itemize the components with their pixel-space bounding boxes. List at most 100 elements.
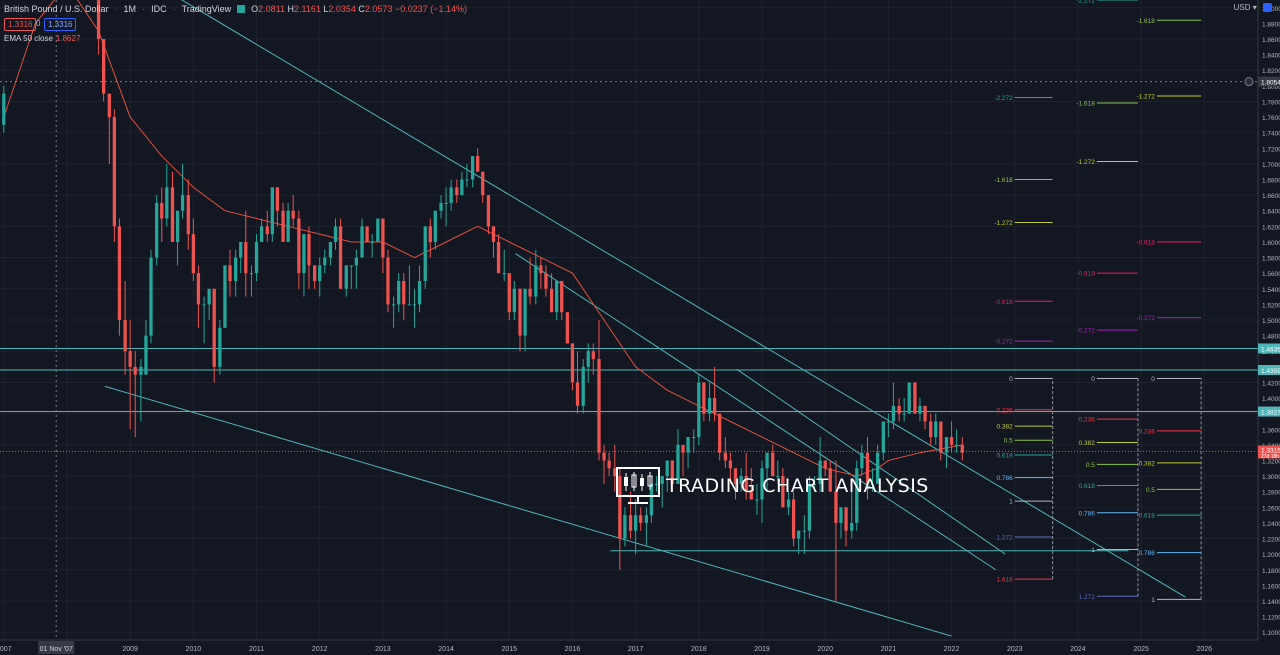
time-tick-label: 2025	[1133, 646, 1149, 653]
low-label: L	[323, 4, 329, 14]
fib-level-label: 0.236	[996, 407, 1013, 414]
time-tick-label: 2019	[754, 646, 770, 653]
candle-body	[281, 210, 285, 242]
trendline	[515, 253, 997, 571]
candle-body	[733, 468, 738, 484]
horizontal-levels	[0, 347, 1258, 552]
fib-level-label: -2.272	[994, 95, 1013, 102]
candle-body	[165, 187, 169, 219]
candle-body	[270, 187, 274, 235]
candle-body	[954, 444, 959, 446]
price-tick-label: 1.1600	[1262, 583, 1280, 590]
candle-body	[539, 265, 543, 274]
last-price-line	[0, 0, 1258, 640]
candle-body	[949, 437, 954, 445]
close-value: 2.0573	[364, 4, 393, 14]
price-tick-label: 1.1400	[1262, 599, 1280, 606]
countdown-label: 27d 18h	[1261, 454, 1279, 460]
price-axis[interactable]: 1.1000 1.1200 1.1400 1.1600 1.1800 1.2000 1.22…	[1262, 6, 1280, 637]
time-axis-bg[interactable]	[0, 640, 1280, 655]
price-tick-label: 1.4800	[1262, 334, 1280, 341]
candle-body	[702, 382, 706, 414]
symbol-name[interactable]: British Pound / U.S. Dollar	[4, 4, 109, 14]
price-axis-bg[interactable]	[1258, 0, 1280, 640]
candle-body	[512, 288, 516, 313]
candle-body	[891, 405, 896, 422]
candle-body	[812, 483, 817, 485]
candle-body	[602, 452, 606, 461]
candle-body	[391, 304, 396, 306]
candle-body	[929, 421, 933, 438]
settings-badge-icon[interactable]	[1263, 3, 1272, 13]
level-price-badge	[1258, 365, 1280, 376]
price-tick-label: 1.2600	[1262, 505, 1280, 512]
ema-name: EMA 50 close	[4, 34, 53, 43]
time-tick-label: 2023	[1007, 646, 1023, 653]
sell-price-button[interactable]: 1.3316	[4, 18, 37, 31]
fib-level-label: 0	[1151, 376, 1155, 383]
candle-body	[307, 234, 311, 266]
currency-selector[interactable]: USD ▾	[1234, 3, 1272, 13]
candle-body	[313, 265, 317, 281]
candle-body	[202, 304, 206, 306]
candle-body	[128, 351, 132, 367]
time-tick-label: 2024	[1070, 646, 1086, 653]
close-label: C	[358, 4, 365, 14]
price-tick-label: 1.5000	[1262, 318, 1280, 325]
candle-body	[860, 452, 864, 469]
candle-body	[449, 187, 453, 203]
fib-level-label: 0.618	[1079, 483, 1096, 490]
trendlines	[104, 0, 1186, 637]
fib-level-label: 1.272	[996, 534, 1013, 541]
price-tick-label: 1.7000	[1262, 162, 1280, 169]
candle-body	[681, 444, 685, 453]
candle-body	[523, 288, 527, 336]
fib-level-label: 0.382	[1139, 460, 1156, 467]
candle-body	[875, 452, 880, 484]
candle-body	[101, 39, 106, 94]
candle-body	[660, 476, 664, 484]
level-price-label: 1.4635	[1261, 346, 1280, 353]
price-tick-label: 1.7600	[1262, 115, 1280, 122]
trendline	[736, 368, 1006, 555]
candle-body	[791, 499, 796, 539]
interval-label[interactable]: 1M	[123, 4, 137, 14]
candle-body	[496, 241, 501, 274]
fib-level-label: -1.618	[994, 177, 1013, 184]
candle-body	[839, 507, 843, 523]
price-tick-label: 1.5200	[1262, 302, 1280, 309]
buy-price-button[interactable]: 1.3316	[44, 18, 77, 31]
candle-body	[386, 257, 390, 305]
price-tick-label: 1.2200	[1262, 537, 1280, 544]
candle-body	[175, 210, 180, 242]
candle-body	[613, 468, 617, 477]
fib-level-label: 1.272	[1079, 594, 1096, 601]
candle-body	[228, 265, 232, 281]
candle-body	[133, 366, 137, 375]
last-price-label: 1.3315	[1261, 447, 1280, 454]
candle-body	[644, 515, 649, 523]
candle-body	[365, 226, 369, 242]
fib-level-label: -1.618	[1136, 18, 1155, 25]
price-tick-label: 1.6400	[1262, 209, 1280, 216]
price-tick-label: 1.5800	[1262, 256, 1280, 263]
time-axis[interactable]: 2007 01 Nov '07 2009 2010 2011 2012 2013 2014 20…	[0, 641, 1212, 654]
candle-body	[639, 515, 643, 523]
candle-body	[923, 405, 927, 422]
chevron-down-icon: ▾	[1252, 3, 1257, 12]
candle-body	[628, 515, 633, 531]
candle-body	[460, 179, 464, 196]
fib-level-label: 0.382	[1079, 440, 1096, 447]
candle-body	[823, 460, 827, 469]
candle-body	[191, 234, 195, 274]
time-tick-label: 2012	[312, 646, 328, 653]
ema-legend[interactable]: EMA 50 close 1.8627	[4, 34, 80, 43]
candle-body	[212, 288, 216, 367]
high-label: H	[287, 4, 294, 14]
candle-body	[486, 195, 491, 227]
price-tick-label: 1.3000	[1262, 474, 1280, 481]
price-tick-label: 1.2800	[1262, 490, 1280, 497]
candle-body	[286, 210, 290, 242]
flag-icon	[237, 5, 246, 13]
